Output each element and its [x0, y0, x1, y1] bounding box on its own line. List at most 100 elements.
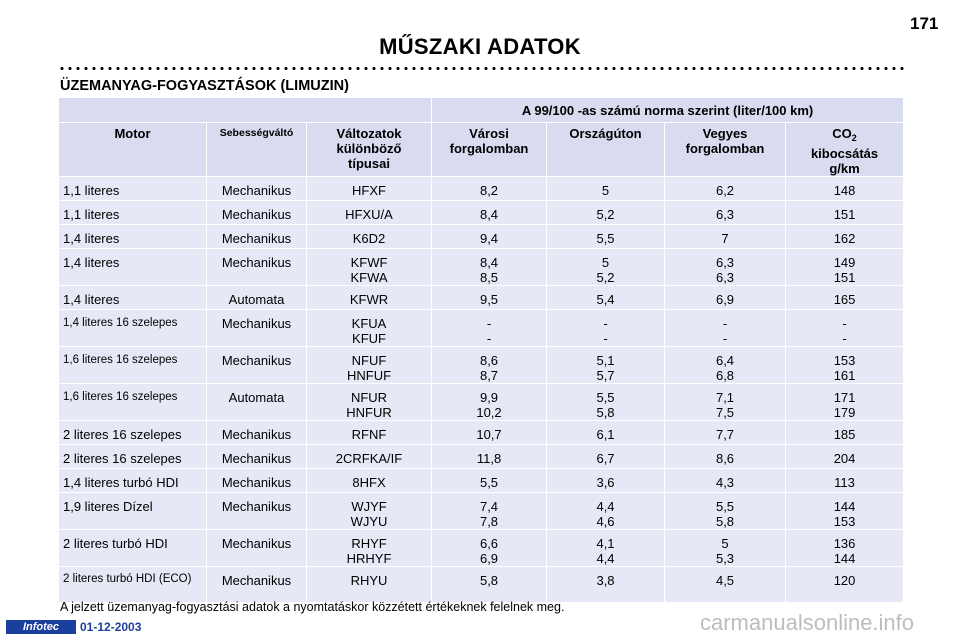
header-extra-urban: Országúton — [546, 122, 666, 177]
cell-co2-line: 151 — [833, 207, 856, 222]
cell-co2: 151 — [785, 200, 905, 225]
cell-variant-line: 2CRFKA/IF — [335, 451, 403, 466]
cell-extra-line: 5,2 — [596, 207, 615, 222]
cell-urban: 10,7 — [431, 420, 548, 445]
cell-extra: 6,1 — [546, 420, 666, 445]
cell-extra: 5,5 — [546, 224, 666, 249]
cell-extra-line: 4,1 — [596, 536, 615, 551]
cell-variant: HFXU/A — [305, 200, 433, 225]
cell-variant: KFWF KFWA — [305, 248, 433, 286]
table-row: 1,1 literes Mechanikus HFXU/A 8,4 5,2 6,3 151 — [58, 200, 905, 225]
cell-gear: Mechanikus — [206, 248, 307, 286]
cell-motor: 2 literes 16 szelepes — [58, 444, 207, 469]
cell-combined-line: 6,2 — [715, 183, 735, 198]
header-combined-line2: forgalomban — [685, 141, 765, 156]
cell-combined: 7 — [664, 224, 787, 249]
cell-urban-line: 6,9 — [479, 551, 499, 566]
cell-extra-line: 4,4 — [596, 499, 615, 514]
cell-co2: 204 — [785, 444, 905, 469]
cell-combined-line: 5,8 — [715, 514, 735, 529]
cell-variant: RFNF — [305, 420, 433, 445]
cell-combined: 6,4 6,8 — [664, 346, 787, 384]
cell-combined-line: 4,5 — [715, 573, 735, 588]
cell-urban: -- — [431, 309, 548, 347]
cell-co2-line: 179 — [833, 405, 856, 420]
table-row: 1,4 literes Mechanikus K6D2 9,4 5,5 7 162 — [58, 224, 905, 249]
cell-gear: Mechanikus — [206, 420, 307, 445]
cell-combined: 4,5 — [664, 566, 787, 603]
cell-variant-line: 8HFX — [352, 475, 386, 490]
cell-urban-line: - — [486, 316, 492, 331]
cell-urban-line: 5,8 — [479, 573, 499, 588]
cell-urban: 9,4 — [431, 224, 548, 249]
infotec-logo: Infotec — [6, 620, 76, 634]
cell-extra: 5 5,2 — [546, 248, 666, 286]
cell-variant: HFXF — [305, 176, 433, 201]
cell-extra-line: 5,2 — [596, 270, 615, 285]
cell-co2-line: 120 — [833, 573, 856, 588]
cell-extra-line: 5,5 — [596, 231, 615, 246]
print-date: 01-12-2003 — [80, 620, 142, 634]
cell-variant-line: WJYU — [350, 514, 388, 529]
cell-co2: 171 179 — [785, 383, 905, 421]
cell-co2: 144 153 — [785, 492, 905, 530]
cell-co2-line: 165 — [833, 292, 856, 307]
cell-urban-line: 8,6 — [479, 353, 499, 368]
cell-co2-line: - — [842, 316, 847, 331]
cell-variant-line: KFUF — [352, 331, 386, 346]
cell-gear: Mechanikus — [206, 309, 307, 347]
cell-variant: 8HFX — [305, 468, 433, 493]
cell-variant: K6D2 — [305, 224, 433, 249]
cell-extra: 4,4 4,6 — [546, 492, 666, 530]
cell-combined: 7,7 — [664, 420, 787, 445]
cell-urban-line: 11,8 — [476, 451, 502, 466]
cell-extra: 3,8 — [546, 566, 666, 603]
cell-variant-line: RHYU — [350, 573, 388, 588]
header-combined-line1: Vegyes — [702, 126, 748, 141]
cell-variant: KFWR — [305, 285, 433, 310]
cell-extra-line: 5,5 — [596, 390, 615, 405]
cell-variant-line: NFUF — [351, 353, 387, 368]
cell-co2: 162 — [785, 224, 905, 249]
cell-combined-line: 5 — [721, 536, 729, 551]
cell-urban: 8,4 — [431, 200, 548, 225]
cell-combined: -- — [664, 309, 787, 347]
cell-urban-line: 8,7 — [479, 368, 499, 383]
cell-motor: 2 literes turbó HDI (ECO) — [58, 566, 207, 603]
cell-variant: NFUR HNFUR — [305, 383, 433, 421]
cell-urban-line: 9,9 — [479, 390, 499, 405]
cell-extra-line: - — [603, 316, 608, 331]
cell-motor: 1,1 literes — [58, 200, 207, 225]
page-number: 171 — [910, 14, 939, 33]
cell-urban-line: 8,4 — [479, 207, 499, 222]
cell-combined-line: 7,5 — [715, 405, 735, 420]
header-co2-line3: g/km — [829, 161, 860, 176]
cell-extra-line: 6,7 — [596, 451, 615, 466]
cell-urban: 11,8 — [431, 444, 548, 469]
cell-combined: 7,1 7,5 — [664, 383, 787, 421]
cell-extra-line: 5 — [601, 183, 610, 198]
header-variants-line2: különböző — [336, 141, 402, 156]
footnote: A jelzett üzemanyag-fogyasztási adatok a… — [60, 600, 565, 614]
cell-extra-line: 5,7 — [596, 368, 615, 383]
cell-extra: 3,6 — [546, 468, 666, 493]
cell-extra: 5,4 — [546, 285, 666, 310]
cell-co2-line: 171 — [833, 390, 856, 405]
cell-variant: NFUF HNFUF — [305, 346, 433, 384]
cell-co2-line: 144 — [833, 499, 856, 514]
cell-combined-line: 7,7 — [715, 427, 735, 442]
cell-gear: Mechanikus — [206, 468, 307, 493]
cell-combined-line: 8,6 — [715, 451, 735, 466]
cell-urban: 5,8 — [431, 566, 548, 603]
cell-extra: 6,7 — [546, 444, 666, 469]
cell-urban: 8,2 — [431, 176, 548, 201]
cell-gear: Automata — [206, 383, 307, 421]
cell-motor: 1,6 literes 16 szelepes — [58, 383, 207, 421]
cell-urban: 8,4 8,5 — [431, 248, 548, 286]
cell-variant-line: K6D2 — [352, 231, 386, 246]
cell-combined: 6,9 — [664, 285, 787, 310]
cell-variant: 2CRFKA/IF — [305, 444, 433, 469]
cell-urban: 6,6 6,9 — [431, 529, 548, 567]
cell-urban: 5,5 — [431, 468, 548, 493]
cell-co2: -- — [785, 309, 905, 347]
